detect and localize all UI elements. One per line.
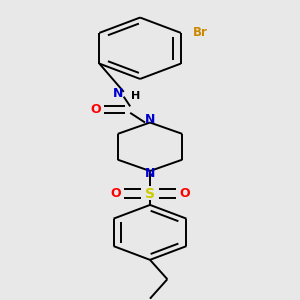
- Text: N: N: [112, 87, 123, 100]
- Text: H: H: [130, 91, 140, 101]
- Text: O: O: [90, 103, 101, 116]
- Text: S: S: [145, 187, 155, 201]
- Text: O: O: [179, 187, 190, 200]
- Text: N: N: [145, 113, 155, 127]
- Text: Br: Br: [193, 26, 208, 39]
- Text: N: N: [145, 167, 155, 180]
- Text: O: O: [110, 187, 121, 200]
